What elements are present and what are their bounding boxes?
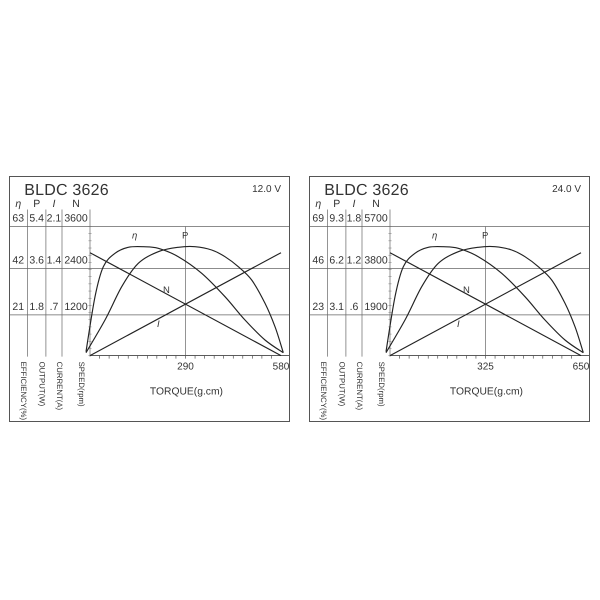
svg-text:SPEED(rpm): SPEED(rpm) [377,362,386,407]
svg-text:I: I [52,198,55,210]
svg-text:63: 63 [12,213,24,225]
svg-text:P: P [33,198,40,210]
svg-text:46: 46 [312,255,324,267]
svg-text:1900: 1900 [364,301,388,313]
svg-text:CURRENT(A): CURRENT(A) [55,362,64,411]
svg-text:1.4: 1.4 [47,255,62,267]
svg-text:290: 290 [177,362,194,373]
svg-text:η: η [432,231,437,242]
svg-text:24.0 V: 24.0 V [552,184,581,195]
svg-text:TORQUE(g.cm): TORQUE(g.cm) [450,386,523,397]
svg-text:I: I [157,319,160,330]
svg-text:1.2: 1.2 [347,255,362,267]
svg-text:N: N [463,285,470,296]
svg-text:42: 42 [12,255,24,267]
svg-text:OUTPUT(W): OUTPUT(W) [338,362,347,407]
svg-text:3.1: 3.1 [329,301,344,313]
svg-text:12.0 V: 12.0 V [252,184,281,195]
svg-text:6.2: 6.2 [329,255,344,267]
svg-text:69: 69 [312,213,324,225]
svg-text:9.3: 9.3 [329,213,344,225]
svg-text:3.6: 3.6 [29,255,44,267]
svg-text:.7: .7 [50,301,59,313]
svg-text:EFFICIENCY(%): EFFICIENCY(%) [19,362,28,421]
svg-text:I: I [352,198,355,210]
svg-text:SPEED(rpm): SPEED(rpm) [77,362,86,407]
svg-text:650: 650 [573,362,590,373]
svg-text:P: P [182,231,188,242]
svg-text:EFFICIENCY(%): EFFICIENCY(%) [319,362,328,421]
svg-text:BLDC 3626: BLDC 3626 [324,182,409,199]
svg-text:1200: 1200 [64,301,88,313]
svg-text:η: η [15,198,21,210]
svg-text:N: N [163,285,170,296]
svg-text:23: 23 [312,301,324,313]
svg-text:N: N [372,198,380,210]
svg-text:325: 325 [477,362,494,373]
svg-text:2400: 2400 [64,255,88,267]
svg-text:5.4: 5.4 [29,213,44,225]
svg-text:P: P [333,198,340,210]
svg-text:580: 580 [273,362,290,373]
svg-text:TORQUE(g.cm): TORQUE(g.cm) [150,386,223,397]
svg-text:I: I [457,319,460,330]
svg-text:5700: 5700 [364,213,388,225]
svg-text:P: P [482,231,488,242]
svg-text:η: η [315,198,321,210]
svg-text:BLDC 3626: BLDC 3626 [24,182,109,199]
svg-text:.6: .6 [350,301,359,313]
svg-text:CURRENT(A): CURRENT(A) [355,362,364,411]
svg-text:OUTPUT(W): OUTPUT(W) [38,362,47,407]
svg-text:3600: 3600 [64,213,88,225]
svg-text:1.8: 1.8 [347,213,362,225]
svg-text:21: 21 [12,301,24,313]
svg-text:1.8: 1.8 [29,301,44,313]
svg-text:N: N [72,198,80,210]
svg-text:η: η [132,231,137,242]
svg-text:2.1: 2.1 [47,213,62,225]
svg-text:3800: 3800 [364,255,388,267]
